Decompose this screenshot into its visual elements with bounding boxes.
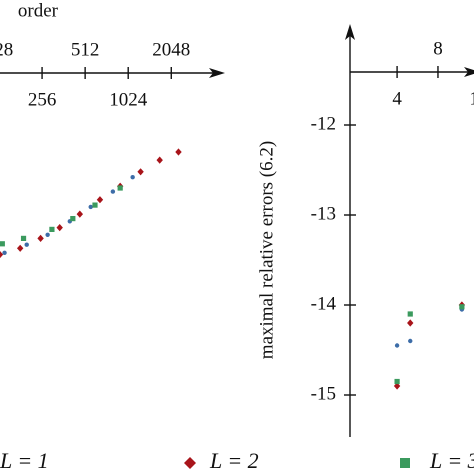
x-tick-label: 8 bbox=[433, 38, 443, 59]
marker bbox=[394, 378, 400, 385]
legend-label: L = 2 bbox=[209, 448, 259, 473]
x-axis-arrow bbox=[209, 68, 225, 78]
legend-item: L = 3 bbox=[400, 448, 474, 473]
marker bbox=[92, 202, 98, 208]
marker bbox=[37, 234, 44, 242]
legend-marker bbox=[400, 458, 410, 468]
marker bbox=[117, 185, 123, 191]
marker bbox=[24, 242, 29, 247]
x-tick-label: 256 bbox=[28, 89, 57, 110]
marker bbox=[130, 175, 135, 180]
marker bbox=[0, 241, 5, 247]
legend-label: L = 3 bbox=[429, 448, 474, 473]
marker bbox=[175, 148, 182, 156]
marker bbox=[76, 210, 84, 218]
x-tick-label: 16 bbox=[469, 88, 474, 109]
marker bbox=[459, 304, 465, 310]
x-axis-label: order bbox=[18, 0, 59, 21]
y-axis-arrow bbox=[345, 24, 355, 40]
marker bbox=[407, 319, 414, 327]
marker bbox=[110, 189, 116, 194]
marker bbox=[70, 216, 76, 222]
marker bbox=[45, 232, 50, 237]
marker bbox=[2, 250, 7, 255]
marker bbox=[156, 156, 163, 164]
marker bbox=[49, 226, 55, 232]
y-tick-label: -14 bbox=[311, 293, 337, 314]
marker bbox=[394, 343, 400, 348]
marker bbox=[20, 235, 27, 241]
x-tick-label: 2048 bbox=[152, 39, 190, 60]
marker bbox=[137, 168, 144, 176]
legend-item: L = 1 bbox=[0, 448, 49, 473]
legend-marker bbox=[184, 457, 196, 469]
y-tick-label: -13 bbox=[311, 203, 336, 224]
marker bbox=[408, 338, 413, 344]
marker bbox=[88, 204, 93, 210]
x-tick-label: 1024 bbox=[109, 89, 148, 110]
legend-item: L = 2 bbox=[184, 448, 259, 473]
marker bbox=[0, 251, 4, 259]
legend-label: L = 1 bbox=[0, 448, 49, 473]
marker bbox=[56, 224, 63, 232]
x-tick-label: 128 bbox=[0, 39, 13, 60]
marker bbox=[393, 382, 401, 390]
marker bbox=[407, 311, 413, 317]
marker bbox=[16, 244, 24, 252]
x-tick-label: 512 bbox=[71, 39, 100, 60]
y-tick-label: -15 bbox=[311, 383, 336, 404]
marker bbox=[96, 196, 104, 204]
y-tick-label: -12 bbox=[311, 113, 336, 134]
x-tick-label: 4 bbox=[392, 88, 402, 109]
y-axis-label: maximal relative errors (6.2) bbox=[256, 141, 277, 359]
x-axis-arrow bbox=[464, 67, 474, 77]
